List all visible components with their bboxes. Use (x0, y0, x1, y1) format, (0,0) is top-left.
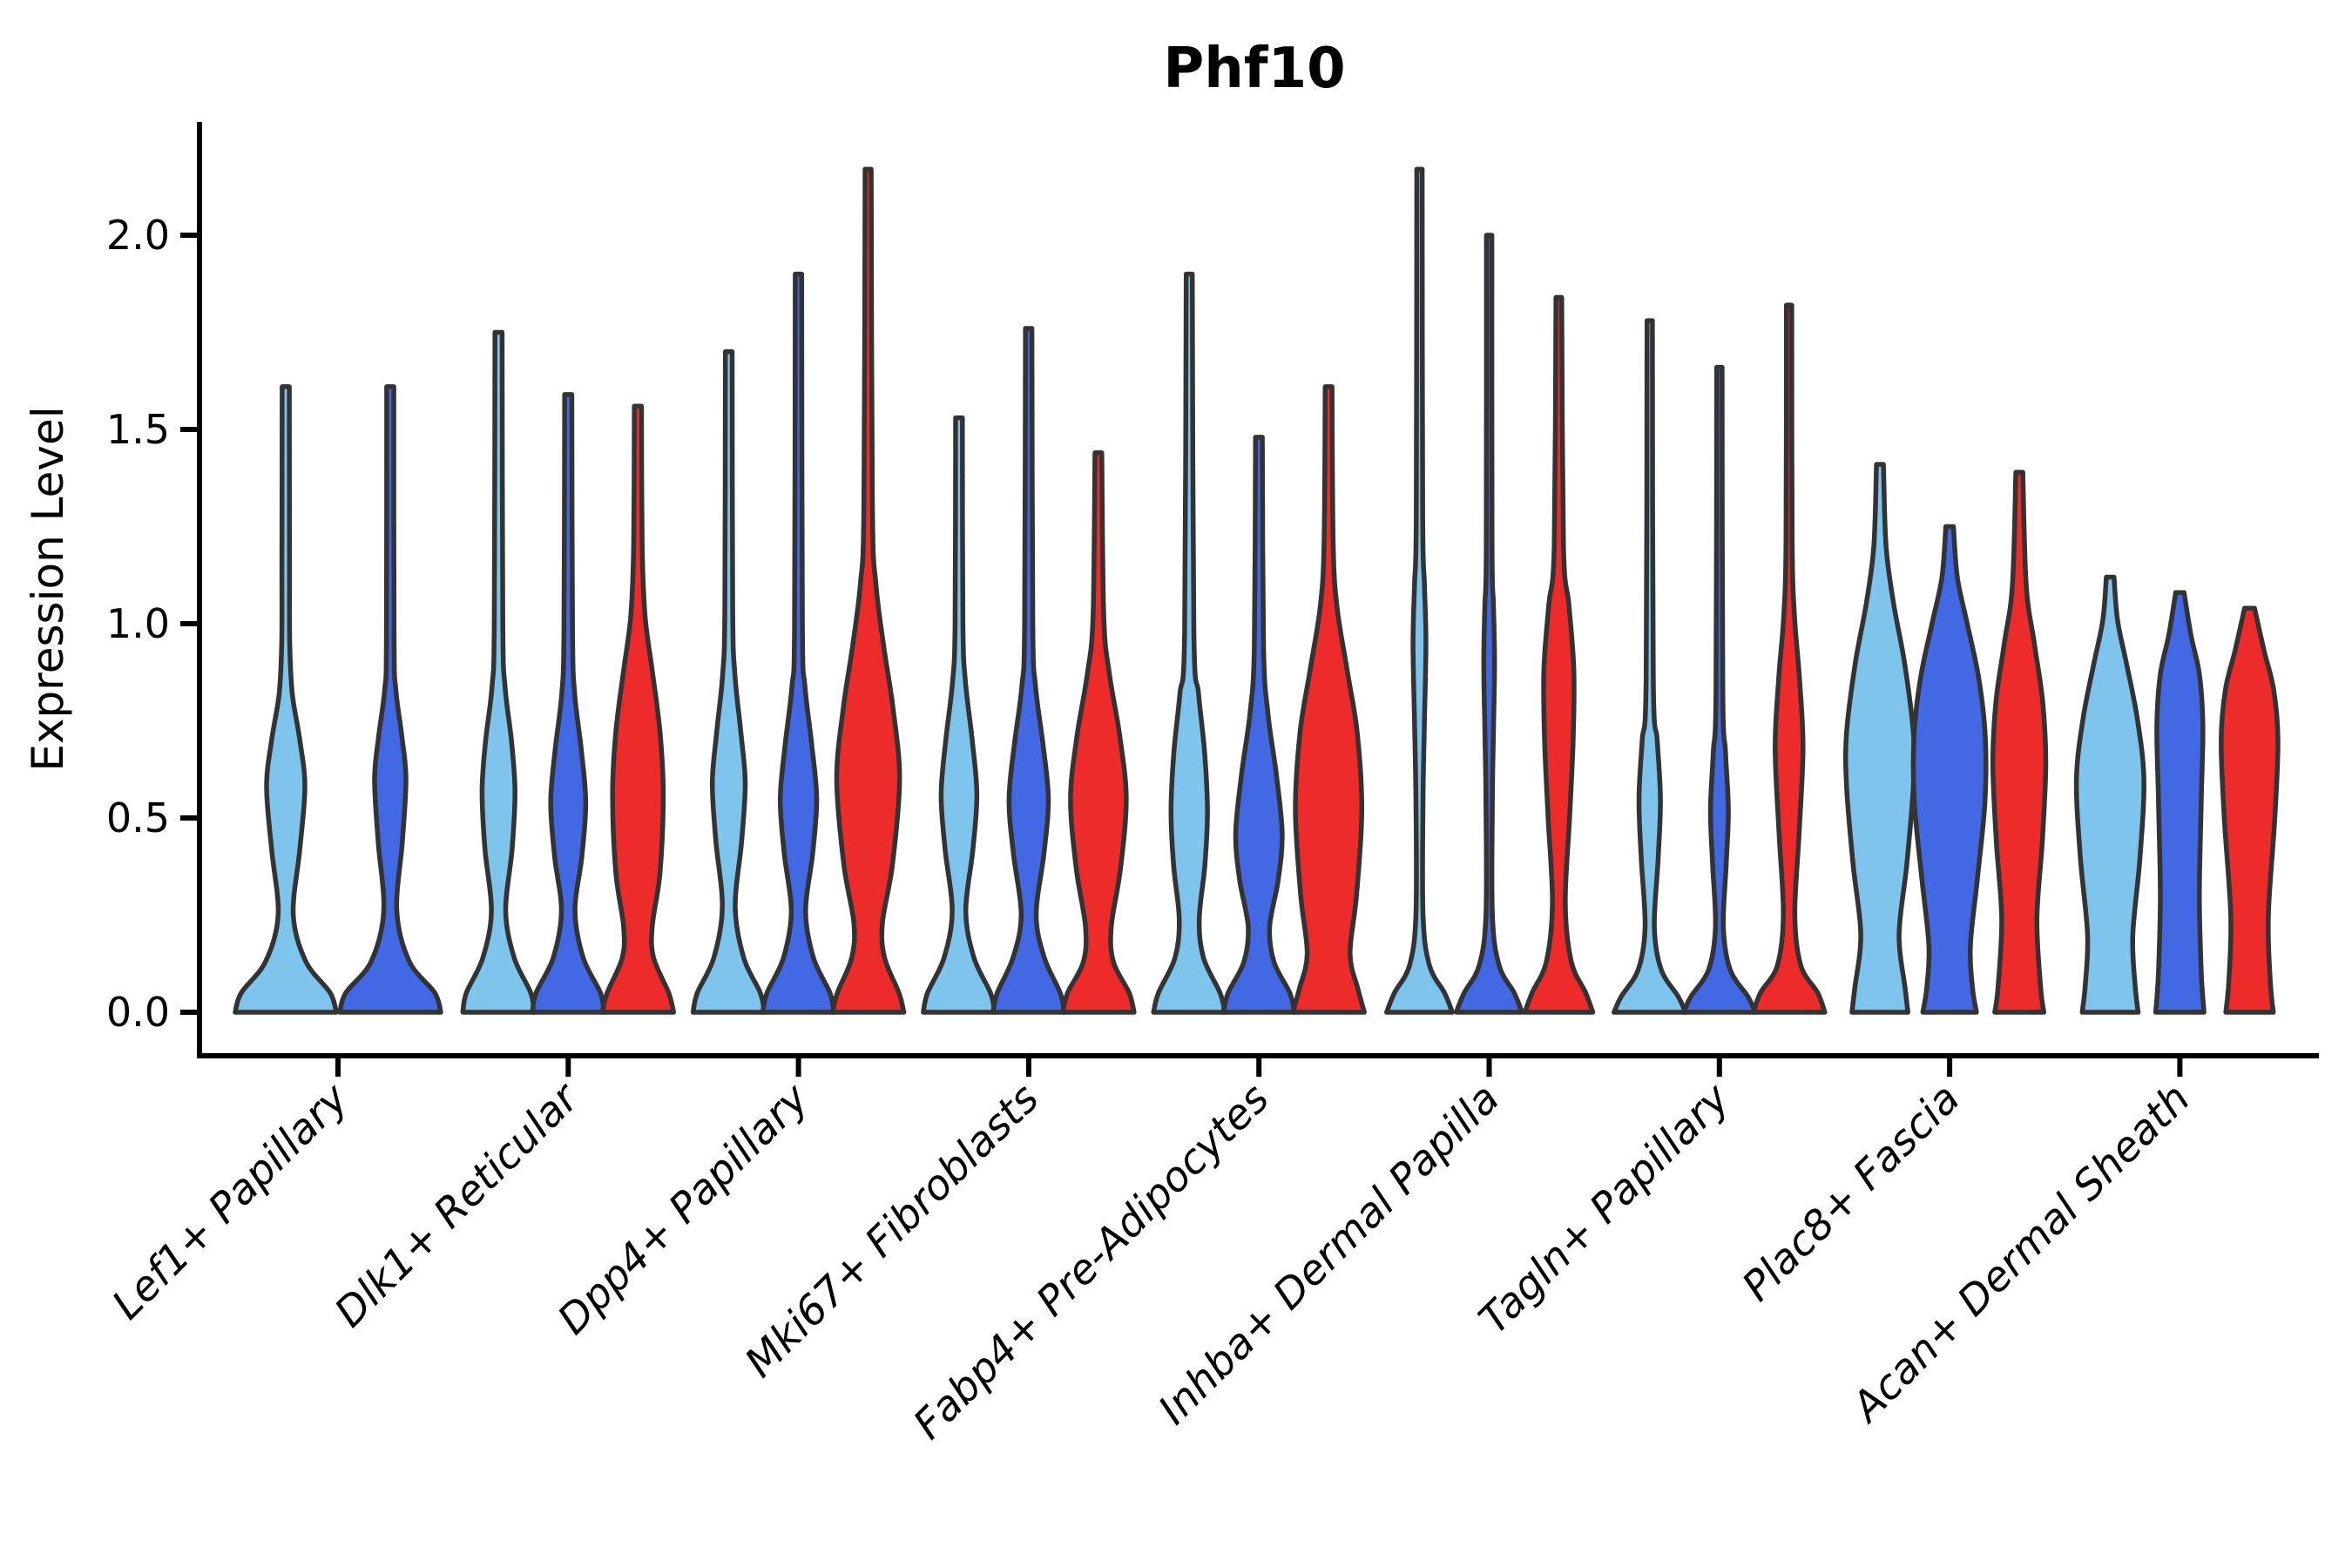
y-tick-label-1.0: 1.0 (106, 600, 170, 647)
y-tick-label-1.5: 1.5 (106, 406, 170, 453)
y-tick-label-2.0: 2.0 (106, 212, 170, 259)
violin-fabp4-pre-adipocytes-skyblue (1151, 271, 1227, 1015)
y-tick-label-0.0: 0.0 (106, 989, 170, 1036)
x-tick-label-dpp4-papillary: Dpp4+ Papillary (549, 1074, 819, 1344)
x-tick-label-dlk1-reticular: Dlk1+ Reticular (326, 1073, 590, 1337)
violins-layer (233, 166, 2281, 1015)
x-tick-label-plac8-fascia: Plac8+ Fascia (1734, 1075, 1970, 1311)
violin-acan-dermal-sheath-royalblue (2153, 590, 2207, 1015)
violin-fabp4-pre-adipocytes-royalblue (1220, 435, 1297, 1015)
violin-tagln-papillary-skyblue (1612, 318, 1688, 1015)
violin-lef1-papillary-royalblue (337, 384, 443, 1015)
violin-plac8-fascia-royalblue (1910, 524, 1989, 1015)
violin-dlk1-reticular-skyblue (460, 329, 537, 1015)
violin-inhba-dermal-papilla-royalblue (1454, 233, 1524, 1015)
y-tick-label-0.5: 0.5 (106, 794, 170, 841)
violin-acan-dermal-sheath-red (2219, 605, 2281, 1015)
violin-mki67-fibroblasts-skyblue (921, 415, 997, 1015)
x-tick-label-lef1-papillary: Lef1+ Papillary (103, 1074, 358, 1329)
chart-title: Phf10 (1163, 37, 1345, 101)
violin-dpp4-papillary-red (829, 166, 907, 1015)
violin-mki67-fibroblasts-royalblue (990, 326, 1067, 1015)
x-tick-label-tagln-papillary: Tagln+ Papillary (1470, 1074, 1740, 1344)
violin-tagln-papillary-royalblue (1681, 364, 1758, 1015)
y-axis-label: Expression Level (23, 406, 73, 771)
violin-fabp4-pre-adipocytes-red (1290, 384, 1367, 1015)
violin-inhba-dermal-papilla-red (1522, 294, 1596, 1015)
violin-dlk1-reticular-red (599, 403, 677, 1015)
violin-dpp4-papillary-skyblue (690, 349, 767, 1015)
violin-lef1-papillary-skyblue (233, 384, 339, 1015)
violin-tagln-papillary-red (1751, 302, 1828, 1015)
violin-acan-dermal-sheath-skyblue (2073, 574, 2146, 1015)
violin-dlk1-reticular-royalblue (530, 392, 607, 1015)
violin-plac8-fascia-skyblue (1842, 462, 1917, 1015)
violin-inhba-dermal-papilla-skyblue (1384, 166, 1455, 1015)
violin-mki67-fibroblasts-red (1060, 450, 1137, 1015)
violin-plac8-fascia-red (1990, 470, 2049, 1015)
violin-dpp4-papillary-royalblue (760, 271, 837, 1015)
